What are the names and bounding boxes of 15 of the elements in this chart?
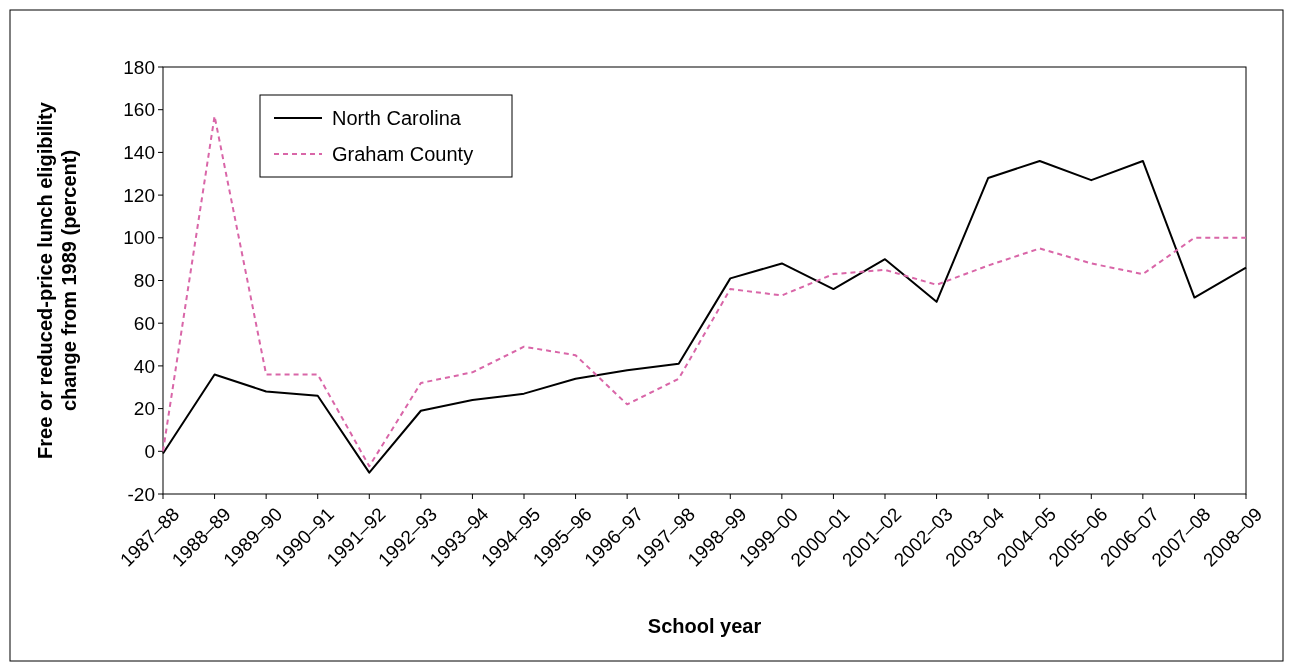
y-axis-title: Free or reduced-price lunch eligibility change from 1989 (percent) (34, 101, 80, 459)
y-tick-label: 180 (123, 56, 155, 78)
legend-label: Graham County (332, 143, 474, 165)
y-tick-label: 160 (123, 99, 155, 121)
x-axis-title: School year (647, 615, 762, 637)
y-tick-label: 0 (144, 440, 155, 462)
y-tick-label: 40 (133, 355, 155, 377)
y-tick-label: 100 (123, 227, 155, 249)
y-tick-label: 140 (123, 142, 155, 164)
y-tick-label: -20 (127, 483, 155, 505)
legend-label: North Carolina (332, 107, 462, 129)
y-tick-label: 120 (123, 184, 155, 206)
y-tick-label: 60 (133, 312, 155, 334)
y-tick-label: 20 (133, 398, 155, 420)
y-tick-label: 80 (133, 270, 155, 292)
